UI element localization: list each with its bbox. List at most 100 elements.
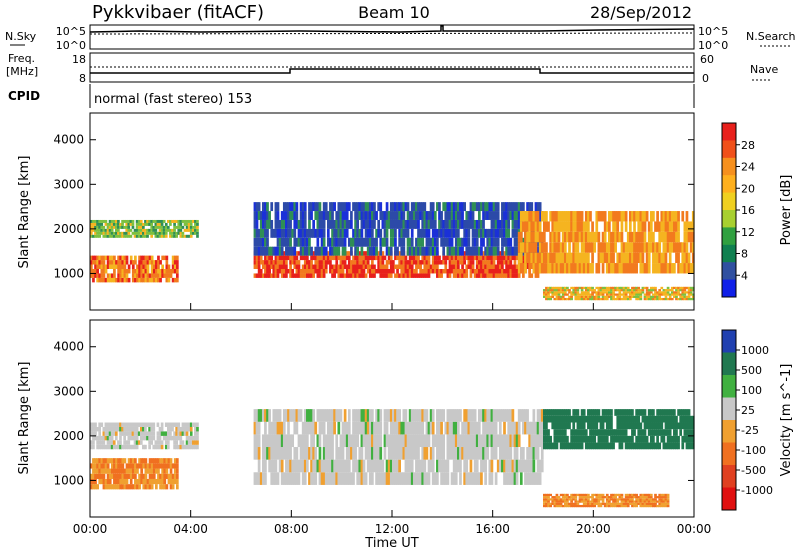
power-cell [589, 231, 592, 243]
velocity-cell [582, 493, 586, 497]
power-cell [322, 273, 326, 278]
power-cell [501, 211, 504, 220]
power-cell [549, 242, 552, 253]
velocity-cell [181, 444, 185, 450]
power-cell [507, 219, 511, 229]
velocity-cell [691, 415, 695, 423]
power-cell [662, 263, 666, 274]
power-cell [125, 234, 129, 238]
power-cell [306, 255, 309, 261]
power-cell [280, 237, 284, 247]
power-cell [503, 202, 506, 212]
velocity-cell [473, 447, 477, 460]
velocity-cell [98, 444, 102, 450]
velocity-cell [326, 472, 330, 485]
velocity-cell [597, 429, 601, 436]
velocity-cell [614, 500, 618, 503]
power-cell [371, 268, 374, 274]
power-cell [310, 228, 313, 238]
power-cell [146, 234, 149, 238]
power-cell [110, 225, 114, 229]
power-cell [654, 263, 657, 274]
power-cell [637, 286, 641, 290]
velocity-cell [654, 442, 657, 450]
velocity-cell [654, 504, 657, 508]
power-cell [173, 264, 177, 269]
power-cell [522, 242, 525, 253]
velocity-cell [641, 504, 645, 508]
power-cell [467, 219, 471, 229]
power-cell [574, 252, 578, 264]
power-cell [154, 228, 158, 232]
velocity-cell [587, 498, 590, 501]
velocity-cell [123, 478, 127, 485]
velocity-cell [379, 459, 383, 473]
velocity-cell [637, 442, 641, 450]
power-cell [620, 297, 624, 301]
velocity-cell [306, 447, 309, 460]
velocity-cell [689, 415, 693, 423]
power-cell [496, 228, 500, 238]
velocity-cell [566, 435, 569, 443]
power-cell [664, 295, 668, 298]
velocity-cell [389, 421, 393, 435]
power-cell [427, 246, 431, 256]
power-cell [343, 264, 347, 269]
velocity-cell [312, 459, 316, 473]
power-cell [576, 211, 580, 222]
power-cell [668, 242, 672, 253]
velocity-cell [608, 504, 611, 508]
power-cell [679, 263, 683, 274]
power-cell [446, 255, 450, 261]
power-cell [622, 291, 626, 294]
velocity-cell [173, 473, 177, 479]
power-cell [540, 242, 544, 253]
velocity-cell [169, 463, 173, 469]
power-cell [654, 289, 657, 292]
power-cell [431, 228, 435, 238]
power-cell [282, 251, 286, 256]
velocity-cell [121, 484, 125, 490]
power-cell [125, 268, 129, 274]
power-cell [339, 264, 343, 269]
power-cell [94, 268, 97, 274]
power-cell [459, 211, 462, 220]
power-cell [580, 252, 584, 264]
power-cell [412, 260, 416, 265]
power-cell [162, 231, 166, 235]
velocity-cell [364, 409, 368, 422]
power-cell [608, 221, 611, 232]
colorbar-swatch [722, 244, 736, 263]
velocity-cell [402, 447, 406, 460]
velocity-cell [622, 429, 626, 436]
velocity-cell [673, 422, 676, 430]
power-cell [117, 234, 120, 238]
power-cell [402, 202, 406, 212]
power-cell [320, 255, 324, 261]
power-cell [647, 231, 651, 243]
power-cell [266, 260, 269, 265]
power-cell [664, 297, 668, 301]
power-cell [673, 221, 676, 232]
power-cell [400, 211, 404, 220]
velocity-cell [628, 496, 632, 499]
velocity-cell [154, 444, 158, 450]
power-cell [576, 289, 580, 292]
power-cell [628, 252, 632, 264]
power-cell [673, 263, 676, 274]
power-cell [545, 242, 548, 253]
power-cell [154, 219, 158, 223]
power-cell [175, 234, 179, 238]
power-cell [303, 211, 307, 220]
power-cell [157, 273, 160, 278]
power-cell [371, 219, 374, 229]
velocity-cell [108, 422, 112, 427]
power-cell [584, 231, 588, 243]
power-cell [123, 277, 127, 283]
power-cell [362, 273, 366, 278]
velocity-cell [549, 409, 552, 416]
power-cell [345, 219, 349, 229]
power-cell [467, 260, 471, 265]
power-cell [280, 211, 284, 220]
velocity-cell [352, 421, 355, 435]
